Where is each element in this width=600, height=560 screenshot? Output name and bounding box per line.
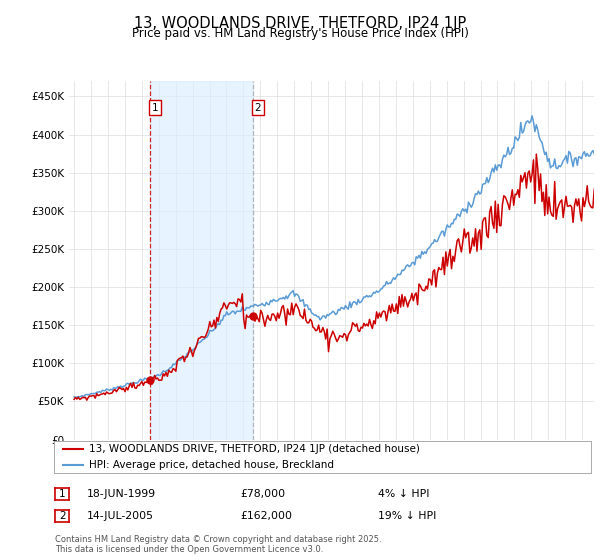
Text: 13, WOODLANDS DRIVE, THETFORD, IP24 1JP: 13, WOODLANDS DRIVE, THETFORD, IP24 1JP (134, 16, 466, 31)
Text: £78,000: £78,000 (240, 489, 285, 499)
Text: 1: 1 (151, 103, 158, 113)
Text: Price paid vs. HM Land Registry's House Price Index (HPI): Price paid vs. HM Land Registry's House … (131, 27, 469, 40)
Text: £162,000: £162,000 (240, 511, 292, 521)
Text: HPI: Average price, detached house, Breckland: HPI: Average price, detached house, Brec… (89, 460, 334, 470)
Bar (149, 81, 253, 440)
Text: 4% ↓ HPI: 4% ↓ HPI (378, 489, 430, 499)
Text: Contains HM Land Registry data © Crown copyright and database right 2025.
This d: Contains HM Land Registry data © Crown c… (55, 535, 382, 554)
Text: 1: 1 (59, 489, 65, 499)
Text: 13, WOODLANDS DRIVE, THETFORD, IP24 1JP (detached house): 13, WOODLANDS DRIVE, THETFORD, IP24 1JP … (89, 444, 420, 454)
Text: 19% ↓ HPI: 19% ↓ HPI (378, 511, 436, 521)
Text: 2: 2 (254, 103, 261, 113)
Text: 2: 2 (59, 511, 65, 521)
Text: 14-JUL-2005: 14-JUL-2005 (87, 511, 154, 521)
Text: 18-JUN-1999: 18-JUN-1999 (87, 489, 156, 499)
